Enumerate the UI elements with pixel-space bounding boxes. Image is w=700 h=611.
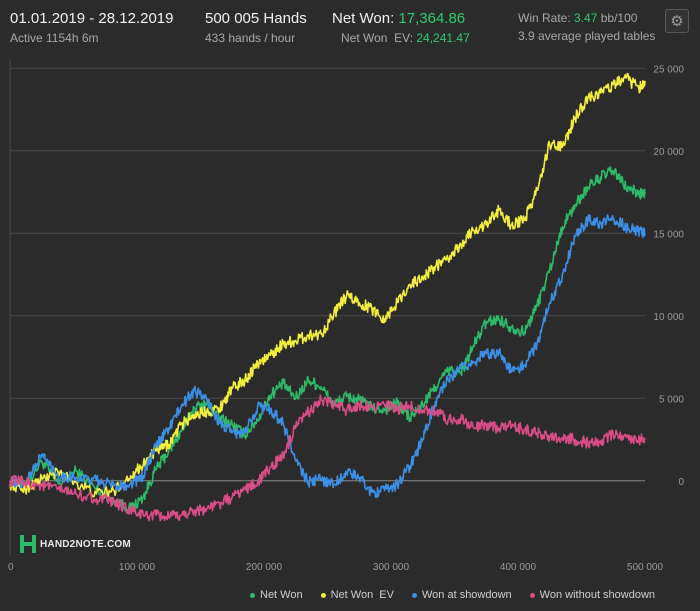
legend-net-won[interactable]: Net Won <box>250 587 303 603</box>
legend-won-at-showdown[interactable]: Won at showdown <box>411 587 512 603</box>
series-line-won-at-showdown <box>9 214 646 499</box>
y-tick-label: 0 <box>678 477 684 488</box>
legend-won-without-showdown[interactable]: Won without showdown <box>529 587 656 603</box>
series-lines <box>9 72 646 522</box>
legend-dot <box>250 592 255 598</box>
axis-labels: 0 5 000 10 000 15 000 20 000 25 000 0 100 000 20… <box>8 64 684 573</box>
x-tick-label: 100 000 <box>119 562 156 573</box>
net-won-ev-value: 24,241.47 <box>416 31 470 45</box>
legend-label: Net Won <box>260 589 303 601</box>
grid <box>9 60 645 555</box>
net-won-ev-label: Net Won EV: <box>341 31 414 45</box>
legend-label: Won without showdown <box>539 589 656 601</box>
hands-per-hour: 433 hands / hour <box>205 31 296 45</box>
legend-label: Net Won EV <box>330 589 394 601</box>
active-time: Active 1154h 6m <box>10 31 99 45</box>
stats-header: 01.01.2019 - 28.12.2019 Active 1154h 6m … <box>0 0 700 50</box>
brand-name: HAND2NOTE.COM <box>40 538 131 550</box>
hands-count: 500 005 Hands <box>205 10 307 27</box>
y-tick-label: 10 000 <box>653 312 684 323</box>
x-tick-label: 200 000 <box>246 562 283 573</box>
net-won-ev: Net Won EV: 24,241.47 <box>341 31 470 45</box>
win-rate: Win Rate: 3.47 bb/100 <box>518 11 637 25</box>
net-won-label: Net Won: <box>332 10 395 27</box>
x-tick-label: 400 000 <box>500 562 537 573</box>
win-rate-label: Win Rate: <box>518 11 571 25</box>
y-tick-label: 20 000 <box>653 147 684 158</box>
series-line-net-won <box>9 166 646 513</box>
gear-icon[interactable]: ⚙ <box>665 9 689 33</box>
net-won-value: 17,364.86 <box>398 10 466 27</box>
x-tick-label: 300 000 <box>373 562 410 573</box>
h-logo-icon <box>20 535 36 553</box>
series-line-won-without-showdown <box>9 394 646 522</box>
brand-logo: HAND2NOTE.COM <box>20 534 131 554</box>
legend-net-won-ev[interactable]: Net Won EV <box>320 587 394 603</box>
y-tick-label: 5 000 <box>659 394 684 405</box>
y-tick-label: 25 000 <box>653 64 684 75</box>
y-tick-label: 15 000 <box>653 229 684 240</box>
date-range: 01.01.2019 - 28.12.2019 <box>10 10 174 27</box>
legend-dot <box>411 592 417 598</box>
chart-legend: Net Won Net Won EV Won at showdown Won w… <box>250 587 655 603</box>
net-won: Net Won: 17,364.86 <box>332 10 465 27</box>
legend-dot <box>320 592 326 598</box>
x-tick-label: 0 <box>8 562 14 573</box>
x-tick-label: 500 000 <box>627 562 664 573</box>
series-line-net-won-ev <box>9 72 646 499</box>
average-tables: 3.9 average played tables <box>518 29 656 43</box>
legend-label: Won at showdown <box>421 589 512 601</box>
win-rate-unit: bb/100 <box>600 11 638 25</box>
win-rate-value: 3.47 <box>574 11 598 25</box>
legend-dot <box>529 592 535 598</box>
